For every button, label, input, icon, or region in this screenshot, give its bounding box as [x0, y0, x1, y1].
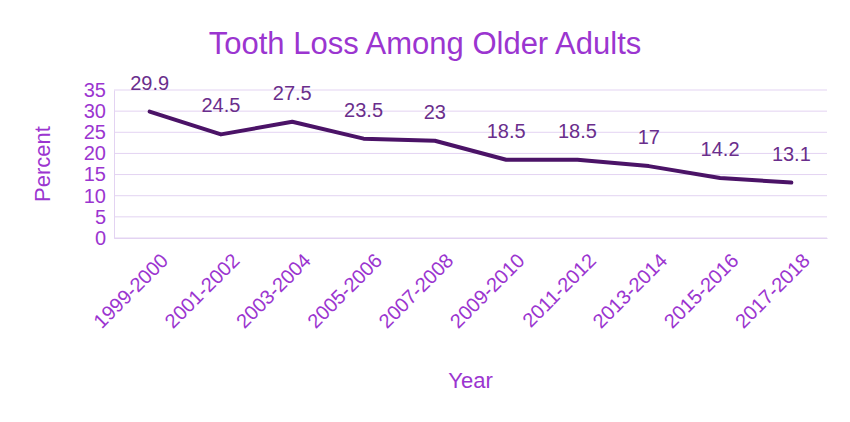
data-label: 14.2	[701, 138, 740, 160]
y-tick: 0	[95, 227, 114, 249]
grid-line	[114, 216, 827, 217]
x-axis-title: Year	[448, 368, 492, 393]
x-tick: 2005-2006	[303, 238, 386, 332]
y-axis-line	[114, 91, 115, 239]
y-tick: 20	[84, 142, 114, 164]
x-tick-label: 2003-2004	[232, 249, 315, 332]
x-axis: 1999-20002001-20022003-20042005-20062007…	[89, 238, 827, 332]
x-tick-label: 2017-2018	[731, 249, 814, 332]
y-tick: 35	[84, 79, 114, 101]
data-label: 18.5	[487, 120, 526, 142]
chart: 051015202530351999-20002001-20022003-200…	[0, 0, 850, 422]
x-tick: 2015-2016	[659, 238, 742, 332]
x-tick-label: 2013-2014	[588, 249, 671, 332]
x-tick-label: 2011-2012	[518, 249, 600, 331]
x-tick-label: 2007-2008	[374, 249, 457, 332]
data-label: 13.1	[772, 143, 811, 165]
data-label: 18.5	[558, 120, 597, 142]
x-tick-label: 2001-2002	[160, 249, 243, 332]
y-tick: 10	[84, 185, 114, 207]
y-tick: 5	[95, 206, 114, 228]
grid-line	[114, 195, 827, 196]
grid	[114, 90, 827, 238]
line	[150, 112, 792, 183]
x-tick-label: 1999-2000	[89, 249, 172, 332]
x-tick: 2013-2014	[588, 238, 671, 332]
data-label: 23	[424, 101, 446, 123]
x-tick: 2017-2018	[731, 238, 814, 332]
title: Tooth Loss Among Older Adults	[209, 26, 642, 61]
grid-line	[114, 90, 827, 91]
y-axis: 05101520253035	[84, 79, 115, 249]
data-label: 17	[638, 126, 660, 148]
y-tick-label: 30	[84, 100, 106, 122]
y-tick-label: 0	[95, 227, 106, 249]
y-tick-label: 25	[84, 121, 106, 143]
x-tick-label: 2009-2010	[446, 249, 529, 332]
data-label: 27.5	[273, 82, 312, 104]
data-labels: 29.9 24.5 27.5 23.5 23 18.5 18.5 17 14.2 13.1	[130, 72, 811, 165]
y-tick-label: 20	[84, 142, 106, 164]
grid-line	[114, 238, 827, 239]
x-tick: 2007-2008	[374, 238, 457, 332]
y-tick: 15	[84, 163, 114, 185]
data-label: 29.9	[130, 72, 169, 94]
y-tick-label: 10	[84, 185, 106, 207]
x-tick-label: 2005-2006	[303, 249, 386, 332]
x-tick: 2009-2010	[446, 238, 529, 332]
plot-area	[150, 112, 792, 183]
x-tick-label: 2015-2016	[659, 249, 742, 332]
y-tick: 25	[84, 121, 114, 143]
data-label: 24.5	[201, 94, 240, 116]
grid-line	[114, 174, 827, 175]
y-tick-label: 35	[84, 79, 106, 101]
y-tick-label: 5	[95, 206, 106, 228]
x-tick: 1999-2000	[89, 238, 172, 332]
x-axis-line	[115, 238, 828, 239]
data-label: 23.5	[344, 99, 383, 121]
x-tick: 2003-2004	[232, 238, 315, 332]
y-tick: 30	[84, 100, 114, 122]
y-axis-title: Percent	[30, 126, 55, 202]
y-tick-label: 15	[84, 163, 106, 185]
x-tick: 2001-2002	[160, 238, 243, 332]
